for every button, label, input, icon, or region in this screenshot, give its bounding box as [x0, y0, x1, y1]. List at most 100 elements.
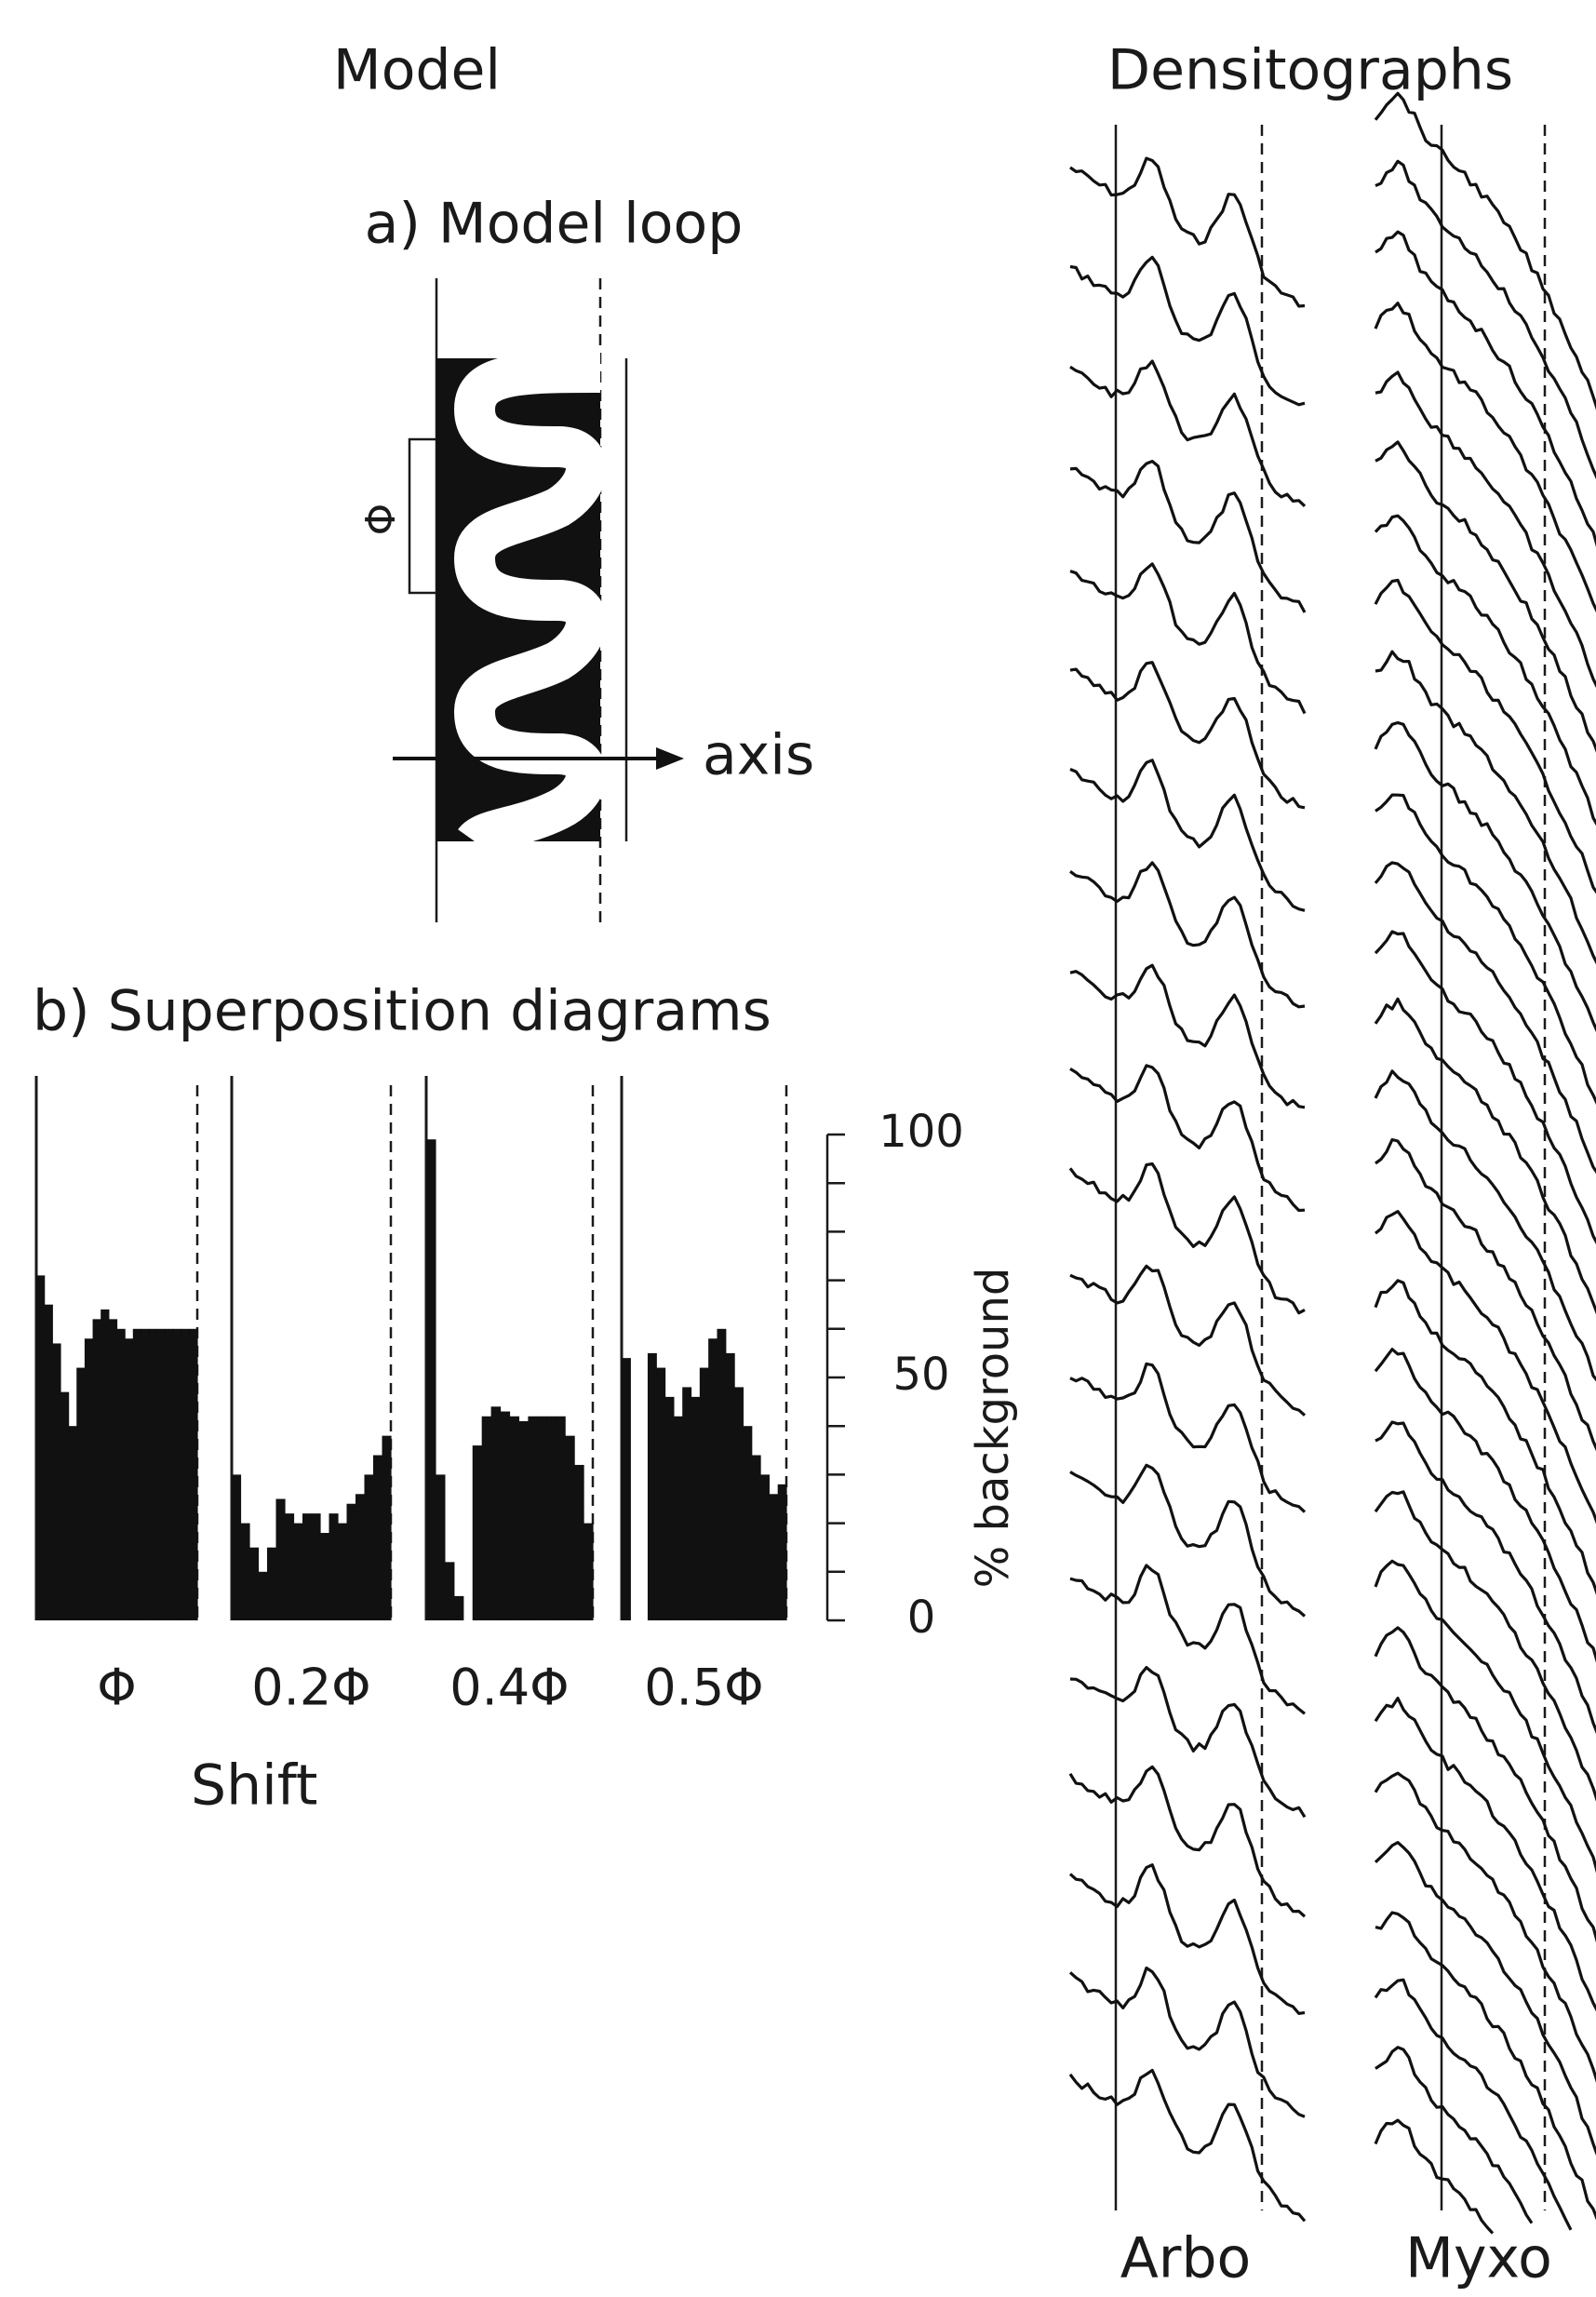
histogram-bar: [528, 1416, 538, 1620]
arbo-trace: [1069, 359, 1307, 507]
period-bracket: [408, 437, 436, 595]
column-label: Arbo: [1120, 2226, 1252, 2291]
histogram-bar: [664, 1396, 675, 1620]
arbo-trace: [1069, 1264, 1307, 1417]
arbo-trace: [1068, 1162, 1306, 1315]
histogram-bar: [36, 1275, 46, 1620]
arbo-trace: [1069, 1064, 1306, 1213]
arbo-trace: [1069, 1666, 1307, 1819]
myxo-trace: [1374, 1841, 1596, 2156]
histogram-bar: [275, 1498, 286, 1620]
histogram-bar: [329, 1513, 339, 1620]
shift-label: 0.2Φ: [251, 1659, 370, 1717]
histogram-bar: [165, 1328, 174, 1620]
histogram-bar: [116, 1328, 126, 1620]
myxo-trace: [1375, 1420, 1596, 1735]
histogram-bar: [656, 1367, 666, 1620]
arbo-trace: [1069, 759, 1306, 912]
arbo-trace: [1069, 661, 1306, 810]
histogram-bar: [364, 1474, 374, 1620]
histogram-bar: [518, 1420, 529, 1620]
arbo-trace: [1069, 861, 1306, 1009]
shift-label: Φ: [97, 1659, 137, 1717]
histogram-bar: [355, 1494, 366, 1620]
arbo-trace: [1069, 460, 1307, 613]
histogram-bar: [141, 1328, 150, 1620]
myxo-trace: [1374, 514, 1596, 826]
myxo-trace: [1374, 1490, 1596, 1802]
histogram-bar: [751, 1455, 761, 1620]
myxo-trace: [1374, 720, 1596, 1033]
panel-title: b) Superposition diagrams: [33, 979, 771, 1044]
myxo-trace: [1374, 91, 1596, 410]
histogram-bar: [68, 1426, 77, 1620]
myxo-trace: [1375, 440, 1596, 753]
myxo-trace: [1375, 1137, 1596, 1452]
column-label: Myxo: [1405, 2226, 1552, 2291]
histogram-bar: [156, 1328, 166, 1620]
histogram-bar: [556, 1416, 566, 1620]
histogram-bar: [60, 1391, 70, 1620]
histogram-bar: [743, 1426, 753, 1620]
histogram-bar: [101, 1309, 110, 1620]
myxo-trace: [1374, 578, 1596, 894]
histogram-bar: [769, 1494, 779, 1620]
myxo-trace: [1374, 1069, 1596, 1382]
histogram-bar: [302, 1513, 313, 1620]
histogram-bar: [500, 1411, 511, 1620]
myxo-trace: [1374, 1771, 1596, 2083]
histogram-bar: [574, 1464, 584, 1620]
myxo-trace: [1374, 930, 1596, 1245]
histogram-bar: [346, 1503, 356, 1620]
histogram-bar: [149, 1328, 158, 1620]
histogram-bar: [132, 1328, 142, 1620]
myxo-trace: [1374, 1348, 1596, 1663]
histogram-bar: [76, 1367, 86, 1620]
histogram-bar: [444, 1562, 455, 1620]
arrow-head: [656, 747, 684, 770]
y-tick-label: 0: [907, 1592, 936, 1644]
model-loop: Φ axis: [357, 278, 814, 922]
histogram-bar: [734, 1387, 744, 1620]
histogram-bar: [435, 1474, 446, 1620]
myxo-trace: [1374, 861, 1596, 1175]
histogram-bar: [267, 1547, 277, 1620]
histogram-bar: [258, 1571, 268, 1620]
histogram-bar: [125, 1338, 134, 1620]
histogram-bar: [682, 1387, 692, 1620]
histogram-bar: [546, 1416, 557, 1620]
arbo-trace: [1068, 1966, 1306, 2118]
myxo-trace: [1374, 302, 1596, 613]
arbo-trace: [1069, 1362, 1307, 1513]
histogram-bar: [293, 1523, 303, 1620]
arbo-trace: [1069, 1564, 1306, 1715]
histogram-bar: [44, 1304, 53, 1620]
header: Model: [333, 38, 501, 103]
myxo-trace: [1375, 230, 1596, 547]
histogram-bar: [565, 1435, 575, 1620]
myxo-trace: [1375, 793, 1596, 1105]
histogram-bar: [285, 1513, 295, 1620]
period-symbol: Φ: [357, 504, 405, 536]
histogram-bar: [622, 1358, 631, 1620]
histogram-bar: [320, 1533, 330, 1620]
histogram-bar: [583, 1523, 594, 1620]
axis-label: axis: [703, 723, 814, 788]
histogram-bar: [338, 1523, 348, 1620]
histogram-bar: [426, 1139, 436, 1620]
histogram-bar: [373, 1455, 383, 1620]
myxo-trace: [1375, 370, 1596, 689]
histogram-bar: [490, 1406, 502, 1620]
myxo-trace: [1374, 2118, 1495, 2235]
shift-label: 0.4Φ: [449, 1659, 569, 1717]
arbo-trace: [1068, 1863, 1306, 2015]
histogram-bar: [509, 1416, 520, 1620]
arbo-trace: [1069, 255, 1306, 407]
histogram-bar: [760, 1474, 770, 1620]
myxo-trace: [1375, 650, 1596, 965]
histogram-bar: [472, 1445, 483, 1620]
myxo-trace: [1374, 1626, 1596, 1943]
x-axis-label: Shift: [191, 1753, 317, 1819]
shift-label: 0.5Φ: [644, 1659, 763, 1717]
